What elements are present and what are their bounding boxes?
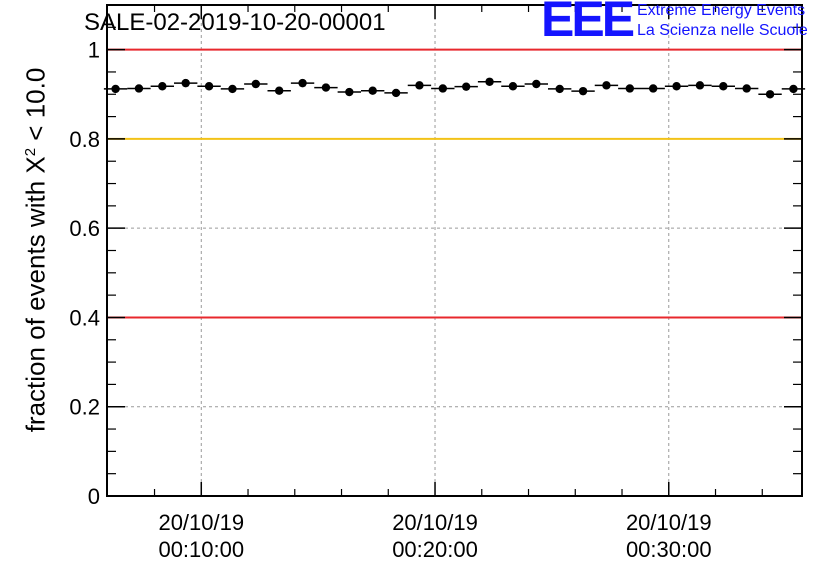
y-tick-label: 0.8 — [69, 127, 100, 152]
data-point — [485, 77, 494, 86]
data-point — [251, 79, 261, 89]
y-axis-label-symbol: X — [20, 156, 51, 174]
data-point — [578, 86, 588, 96]
data-point — [648, 84, 658, 93]
chart-title: SALE-02-2019-10-20-00001 — [84, 9, 386, 36]
logo-line-1: Extreme Energy Events — [637, 2, 806, 19]
x-tick-time: 00:30:00 — [626, 537, 712, 562]
data-point — [228, 84, 237, 94]
y-axis-label-sup: 2 — [21, 147, 39, 157]
data-point — [532, 79, 541, 89]
y-axis-label: fraction of events with X2 < 10.0 — [21, 68, 52, 433]
data-point — [742, 84, 751, 93]
data-point — [274, 86, 284, 95]
data-point — [415, 81, 424, 90]
data-point — [625, 84, 635, 93]
x-tick-labels: 20/10/1900:10:0020/10/1900:20:0020/10/19… — [158, 510, 711, 562]
reference-lines — [107, 48, 802, 319]
x-tick-time: 00:10:00 — [158, 537, 244, 562]
x-tick-date: 20/10/19 — [392, 510, 478, 535]
data-point — [765, 90, 775, 99]
y-axis-label-prefix: fraction of events with — [20, 173, 51, 433]
data-point — [672, 82, 681, 91]
data-point — [368, 86, 377, 95]
x-tick-date: 20/10/19 — [158, 510, 244, 535]
data-point — [298, 78, 307, 88]
logo-line-2: La Scienza nelle Scuole — [637, 22, 808, 39]
data-point — [204, 82, 214, 91]
data-point — [719, 82, 728, 91]
data-point — [345, 87, 354, 97]
data-point — [555, 84, 564, 94]
y-tick-labels: 0 0.2 0.4 0.6 0.8 1 — [69, 38, 100, 509]
x-tick-time: 00:20:00 — [392, 537, 478, 562]
data-point — [461, 82, 471, 91]
eee-logo: EEE — [541, 0, 635, 47]
data-point — [602, 81, 611, 90]
data-point — [111, 84, 120, 94]
data-point — [181, 78, 190, 88]
axis-ticks — [107, 5, 802, 497]
y-tick-label: 1 — [88, 38, 100, 63]
y-axis-label-suffix: < 10.0 — [20, 67, 51, 148]
data-point — [134, 84, 144, 93]
x-tick-date: 20/10/19 — [626, 510, 712, 535]
data-point — [508, 82, 518, 91]
y-tick-label: 0 — [88, 484, 100, 509]
data-point — [391, 88, 401, 98]
y-tick-label: 0.6 — [69, 216, 100, 241]
data-point — [695, 81, 705, 90]
data-point — [158, 82, 167, 91]
data-point — [438, 84, 448, 93]
y-tick-label: 0.4 — [69, 305, 100, 330]
y-tick-label: 0.2 — [69, 395, 100, 420]
plot-frame — [106, 4, 803, 497]
data-points — [103, 77, 806, 99]
data-point — [789, 84, 798, 94]
grid — [107, 5, 802, 496]
data-point — [321, 83, 331, 92]
